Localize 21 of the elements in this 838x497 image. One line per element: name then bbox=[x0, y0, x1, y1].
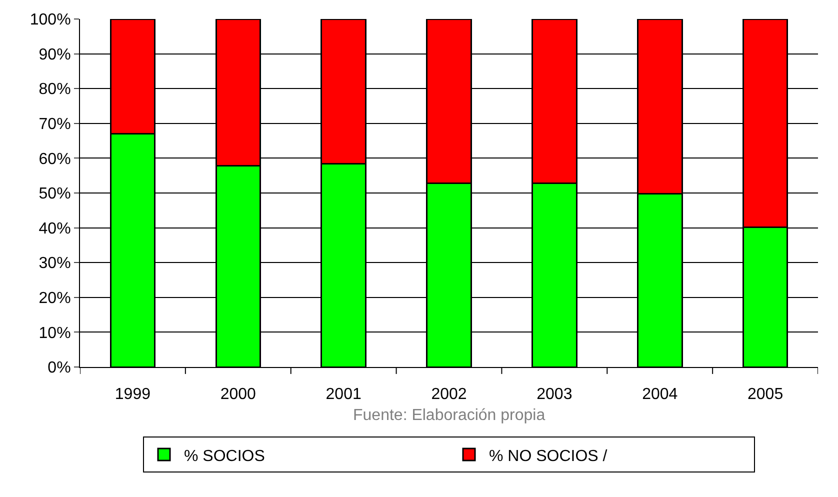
y-tick-label: 10% bbox=[38, 324, 71, 342]
legend-label: % SOCIOS bbox=[184, 448, 265, 465]
x-tick-label: 2000 bbox=[220, 386, 256, 404]
x-tick-label: 2003 bbox=[536, 386, 572, 404]
y-tick-label: 0% bbox=[48, 360, 71, 377]
y-tick-label: 30% bbox=[38, 255, 71, 272]
y-tick-label: 50% bbox=[38, 186, 71, 203]
x-tick-label: 2004 bbox=[642, 386, 678, 404]
y-tick-label: 40% bbox=[38, 220, 71, 238]
x-tick-label: 2002 bbox=[431, 386, 467, 404]
x-tick-label: 2001 bbox=[326, 386, 362, 404]
y-tick-label: 20% bbox=[38, 290, 71, 307]
source-note: Fuente: Elaboración propia bbox=[353, 407, 546, 424]
y-tick-label: 90% bbox=[38, 46, 71, 64]
x-tick-label: 2005 bbox=[747, 386, 784, 404]
y-tick-label: 60% bbox=[38, 150, 71, 168]
y-tick-label: 70% bbox=[38, 116, 71, 133]
x-tick-label: 1999 bbox=[114, 386, 151, 404]
legend-label: % NO SOCIOS / bbox=[489, 448, 608, 465]
y-tick-label: 100% bbox=[30, 12, 71, 29]
y-tick-label: 80% bbox=[38, 81, 71, 98]
